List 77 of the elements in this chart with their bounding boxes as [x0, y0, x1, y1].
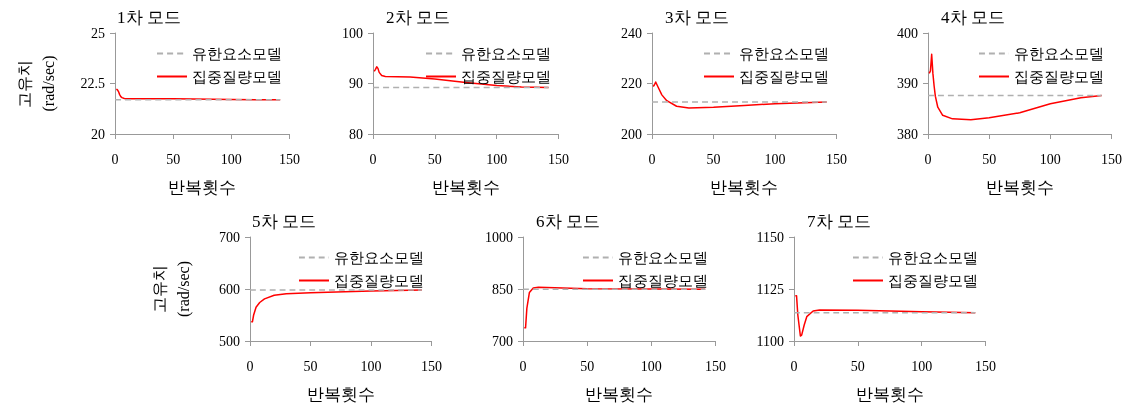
chart-title: 4차 모드 — [941, 8, 1005, 27]
x-axis-title: 반복횟수 — [710, 178, 779, 197]
x-tick-label: 0 — [369, 151, 377, 167]
legend-label: 집중질량모델 — [1014, 68, 1104, 85]
legend-label: 집중질량모델 — [888, 272, 978, 289]
legend-label: 집중질량모델 — [334, 272, 424, 289]
legend-label: 집중질량모델 — [461, 68, 551, 85]
legend-label: 유한요소모델 — [192, 45, 282, 62]
x-axis-title: 반복횟수 — [585, 385, 654, 403]
y-axis-title: 고유치 (rad/sec) — [150, 261, 193, 317]
y-tick-label: 220 — [621, 76, 642, 91]
chart-title: 6차 모드 — [536, 212, 600, 231]
legend-label: 유한요소모델 — [1014, 45, 1104, 62]
y-tick-label: 1125 — [756, 281, 784, 297]
x-tick-label: 50 — [427, 151, 442, 167]
y-tick-label: 20 — [91, 126, 105, 142]
x-tick-label: 50 — [580, 358, 595, 374]
y-tick-label: 390 — [897, 76, 918, 91]
y-tick-label: 100 — [342, 25, 363, 41]
x-tick-label: 150 — [975, 358, 996, 374]
y-tick-label: 1150 — [756, 229, 784, 245]
x-tick-label: 150 — [421, 358, 442, 374]
x-tick-label: 150 — [1101, 151, 1122, 167]
legend-label: 유한요소모델 — [618, 249, 708, 266]
x-tick-label: 150 — [279, 151, 300, 167]
x-tick-label: 50 — [706, 151, 721, 167]
x-tick-label: 50 — [166, 151, 181, 167]
y-tick-label: 380 — [897, 126, 918, 142]
chart-title: 1차 모드 — [117, 8, 181, 27]
x-axis-title: 반복횟수 — [168, 178, 237, 197]
x-tick-label: 0 — [111, 151, 119, 167]
x-axis-title: 반복횟수 — [431, 178, 500, 197]
legend-label: 집중질량모델 — [739, 68, 829, 85]
x-tick-label: 0 — [790, 358, 798, 374]
x-axis-title: 반복횟수 — [985, 178, 1054, 197]
chart-title: 7차 모드 — [807, 212, 871, 231]
chart-title: 5차 모드 — [252, 212, 316, 231]
y-tick-label: 90 — [349, 76, 363, 91]
x-tick-label: 100 — [1039, 151, 1061, 167]
y-tick-label: 80 — [349, 126, 363, 142]
legend-label: 유한요소모델 — [739, 45, 829, 62]
y-tick-label: 1000 — [485, 229, 513, 245]
x-tick-label: 100 — [640, 358, 662, 374]
y-tick-label: 25 — [91, 25, 105, 41]
y-tick-label: 1100 — [756, 333, 784, 349]
legend-label: 집중질량모델 — [618, 272, 708, 289]
y-tick-label: 400 — [897, 25, 918, 41]
y-tick-label: 500 — [219, 333, 240, 349]
x-tick-label: 100 — [911, 358, 933, 374]
legend-label: 유한요소모델 — [334, 249, 424, 266]
x-tick-label: 150 — [705, 358, 726, 374]
y-tick-label: 700 — [492, 333, 513, 349]
y-tick-label: 200 — [621, 126, 642, 142]
x-tick-label: 0 — [648, 151, 656, 167]
y-tick-label: 600 — [219, 281, 240, 297]
x-tick-label: 50 — [982, 151, 997, 167]
chart-title: 2차 모드 — [386, 8, 450, 27]
x-tick-label: 100 — [360, 358, 382, 374]
chart-title: 3차 모드 — [665, 8, 729, 27]
y-axis-title: 고유치 (rad/sec) — [15, 55, 58, 112]
legend-label: 집중질량모델 — [192, 68, 282, 85]
x-tick-label: 0 — [924, 151, 932, 167]
x-axis-title: 반복횟수 — [306, 385, 375, 403]
line-series — [115, 88, 281, 101]
legend-label: 유한요소모델 — [461, 45, 551, 62]
x-tick-label: 0 — [246, 358, 254, 374]
x-tick-label: 150 — [548, 151, 569, 167]
x-tick-label: 50 — [850, 358, 865, 374]
legend-label: 유한요소모델 — [888, 249, 978, 266]
x-tick-label: 0 — [519, 358, 527, 374]
x-tick-label: 150 — [826, 151, 847, 167]
y-tick-label: 22.5 — [80, 76, 105, 91]
y-tick-label: 240 — [621, 25, 642, 41]
y-tick-label: 700 — [219, 229, 240, 245]
y-tick-label: 850 — [492, 281, 513, 297]
x-tick-label: 50 — [303, 358, 318, 374]
x-axis-title: 반복횟수 — [855, 385, 924, 403]
